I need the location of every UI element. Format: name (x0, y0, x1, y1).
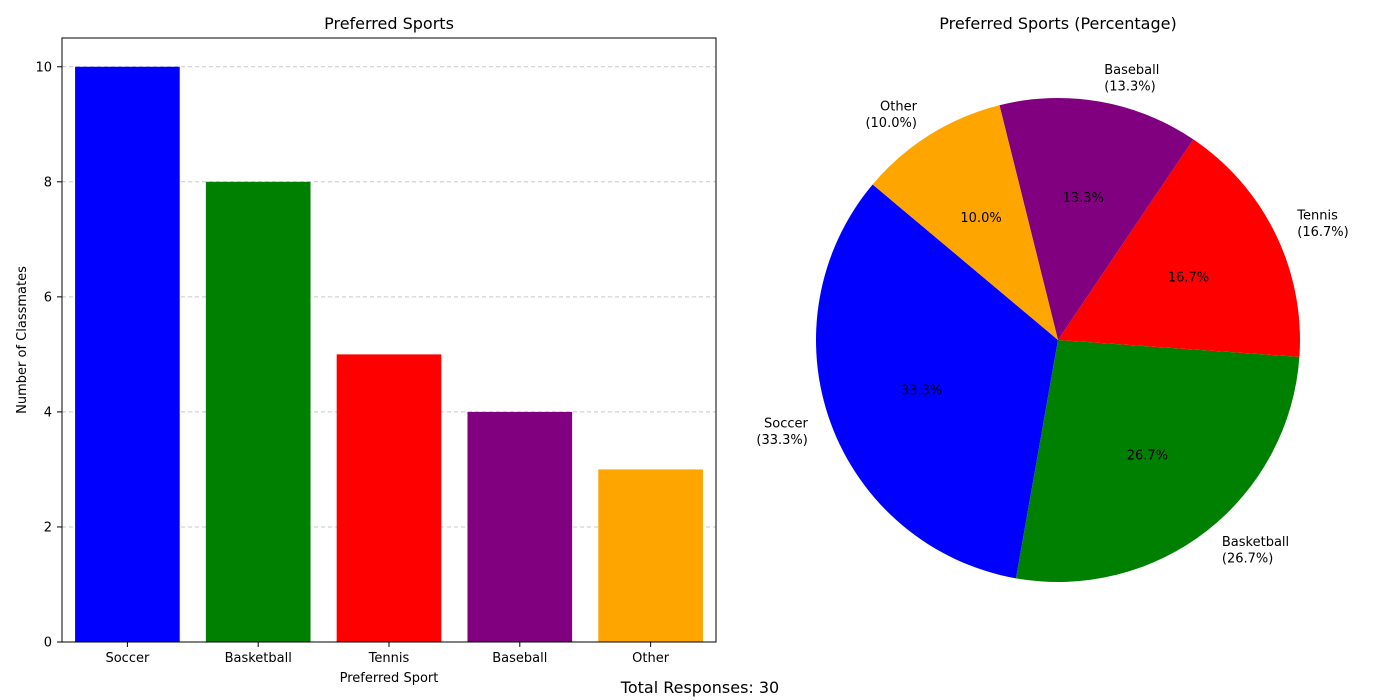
bar-chart-title: Preferred Sports (324, 14, 454, 33)
pie-percent-label-soccer: 33.3% (901, 384, 942, 399)
pie-slice-basketball (1015, 340, 1300, 582)
bar-y-tick-label: 0 (44, 636, 52, 651)
pie-percent-label-other: 10.0% (960, 211, 1001, 226)
pie-percent-label-baseball: 13.3% (1063, 191, 1104, 206)
pie-slice-tennis (1058, 139, 1301, 357)
bar-tennis (336, 354, 442, 642)
pie-percent-label-tennis: 16.7% (1168, 270, 1209, 285)
bar-basketball (205, 181, 311, 643)
pie-chart-title: Preferred Sports (Percentage) (939, 14, 1176, 33)
bar-x-tick-label: Basketball (225, 651, 292, 666)
bar-y-axis-label: Number of Classmates (15, 266, 30, 414)
pie-slice-other (872, 105, 1058, 340)
bar-x-tick-label: Tennis (368, 651, 410, 666)
pie-slices (815, 97, 1301, 582)
total-responses-footer: Total Responses: 30 (620, 678, 779, 697)
bar-chart: 0 2 4 6 8 10 Soccer Basketball Tennis Baseball Ot… (15, 14, 717, 686)
pie-outer-label-soccer: Soccer (33.3%) (756, 416, 808, 448)
pie-percent-label-basketball: 26.7% (1127, 448, 1168, 463)
pie-labels: 33.3% Soccer (33.3%) 26.7% Basketball (26.7%)… (756, 63, 1348, 566)
bar-soccer (75, 66, 180, 642)
bar-y-tick-label: 8 (44, 175, 52, 190)
bar-y-ticks: 0 2 4 6 8 10 (35, 60, 62, 651)
pie-slice-baseball (999, 97, 1194, 341)
bar-x-ticks: Soccer Basketball Tennis Baseball Other (105, 642, 670, 666)
pie-outer-label-basketball: Basketball (26.7%) (1222, 535, 1289, 567)
bar-marks (75, 66, 703, 643)
bar-y-tick-label: 10 (35, 60, 52, 75)
bar-baseball (467, 411, 573, 642)
bar-y-tick-label: 2 (44, 520, 52, 535)
pie-chart: Preferred Sports (Percentage) 33.3% Socce… (756, 14, 1349, 582)
bar-x-axis-label: Preferred Sport (340, 671, 439, 686)
bar-y-tick-label: 6 (44, 290, 52, 305)
bar-x-tick-label: Baseball (492, 651, 547, 666)
pie-outer-label-other: Other (10.0%) (865, 99, 917, 131)
bar-other (598, 469, 703, 642)
pie-slice-soccer (815, 184, 1058, 579)
bar-x-tick-label: Soccer (105, 651, 149, 666)
bar-y-tick-label: 4 (44, 405, 52, 420)
pie-outer-label-baseball: Baseball (13.3%) (1104, 63, 1159, 95)
bar-x-tick-label: Other (632, 651, 670, 666)
pie-outer-label-tennis: Tennis (16.7%) (1296, 209, 1348, 241)
